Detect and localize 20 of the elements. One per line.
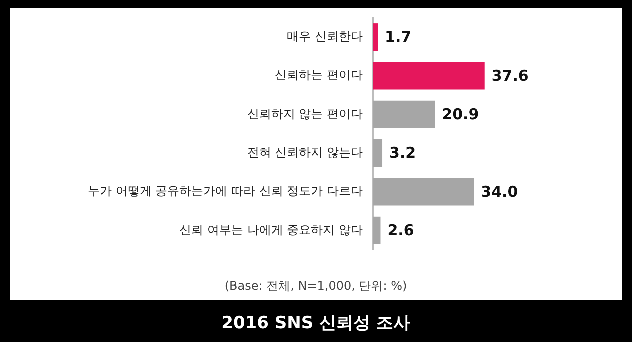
data-label: 20.9 [442,106,480,124]
data-label: 2.6 [388,222,414,240]
bar [373,178,474,206]
y-tick-label: 누가 어떻게 공유하는가에 따라 신뢰 정도가 다르다 [88,184,363,198]
y-tick-label: 신뢰하지 않는 편이다 [247,106,363,121]
data-label: 3.2 [390,144,416,162]
text: 2016 SNS 신뢰성 조사 [222,313,410,334]
y-tick-label: 전혀 신뢰하지 않는다 [247,145,363,160]
text: (Base: 전체, N=1,000, 단위: %) [224,279,408,294]
data-label: 1.7 [385,28,412,46]
bar [373,24,378,52]
bar [373,100,436,128]
bar [373,62,485,90]
data-label: 34.0 [481,182,518,201]
y-tick-label: 매우 신뢰한다 [287,29,363,44]
y-tick-label: 신뢰하는 편이다 [275,68,363,82]
bar [373,216,381,244]
y-tick-label: 신뢰 여부는 나에게 중요하지 않다 [180,222,363,237]
bar [373,140,383,168]
data-label: 37.6 [492,66,529,85]
